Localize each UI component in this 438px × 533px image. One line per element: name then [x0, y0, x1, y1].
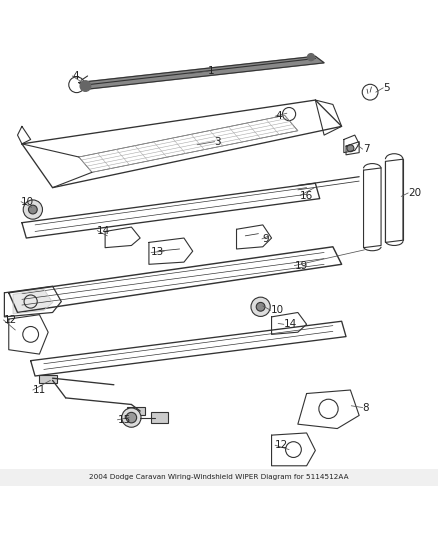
Text: 4: 4: [72, 71, 79, 81]
Text: 5: 5: [383, 83, 390, 93]
Text: 7: 7: [363, 144, 369, 154]
Text: 2004 Dodge Caravan Wiring-Windshield WIPER Diagram for 5114512AA: 2004 Dodge Caravan Wiring-Windshield WIP…: [89, 474, 349, 480]
Text: 14: 14: [97, 225, 110, 236]
Text: 14: 14: [284, 319, 297, 329]
Bar: [39, 375, 57, 383]
Text: 8: 8: [363, 402, 369, 413]
Circle shape: [256, 302, 265, 311]
Text: 12: 12: [4, 315, 17, 325]
Text: 3: 3: [215, 136, 221, 147]
Bar: [151, 413, 168, 423]
Circle shape: [28, 205, 37, 214]
Text: 10: 10: [21, 197, 34, 207]
Text: 19: 19: [294, 261, 307, 271]
Circle shape: [347, 145, 354, 152]
Text: 13: 13: [151, 247, 164, 257]
Text: 20: 20: [408, 188, 421, 198]
Text: 15: 15: [117, 415, 131, 425]
Polygon shape: [79, 56, 324, 89]
Circle shape: [23, 200, 42, 219]
Text: 1: 1: [208, 66, 215, 76]
Bar: [0, 469, 438, 486]
Circle shape: [126, 413, 137, 423]
Bar: [127, 407, 145, 415]
Circle shape: [307, 54, 314, 61]
Text: 16: 16: [300, 190, 313, 200]
Text: 11: 11: [33, 385, 46, 395]
Polygon shape: [13, 289, 53, 314]
Circle shape: [80, 81, 91, 91]
Circle shape: [122, 408, 141, 427]
Text: 12: 12: [275, 440, 288, 450]
Text: 10: 10: [271, 305, 284, 316]
Text: 4: 4: [275, 111, 282, 122]
Circle shape: [251, 297, 270, 317]
Text: 9: 9: [262, 234, 268, 244]
